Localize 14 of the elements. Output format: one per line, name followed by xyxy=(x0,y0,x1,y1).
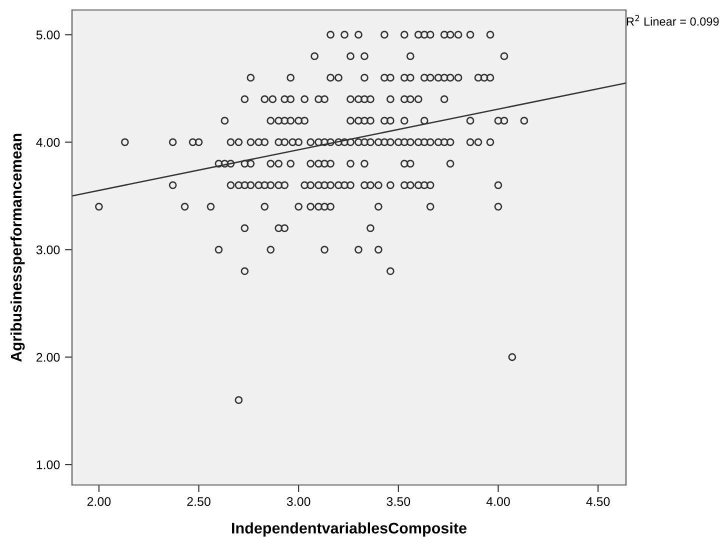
x-tick-label: 3.50 xyxy=(386,497,410,506)
y-tick-label: 2.00 xyxy=(36,352,60,362)
y-tick-label: 3.00 xyxy=(36,245,60,254)
x-axis-title: IndependentvariablesComposite xyxy=(232,522,466,537)
y-axis-title: Agribusinessperformancemean xyxy=(10,134,25,362)
x-tick-label: 3.00 xyxy=(286,497,310,506)
x-tick-label: 4.00 xyxy=(486,497,510,506)
x-tick-label: 2.00 xyxy=(87,497,111,506)
y-tick-label: 5.00 xyxy=(36,30,60,40)
text: R$^{2}$ Linear = 0.099 xyxy=(626,14,719,26)
y-tick-label: 4.00 xyxy=(36,138,60,147)
y-tick-label: 1.00 xyxy=(36,460,60,470)
x-tick-label: 4.50 xyxy=(586,497,610,506)
x-tick-label: 2.50 xyxy=(187,497,210,506)
